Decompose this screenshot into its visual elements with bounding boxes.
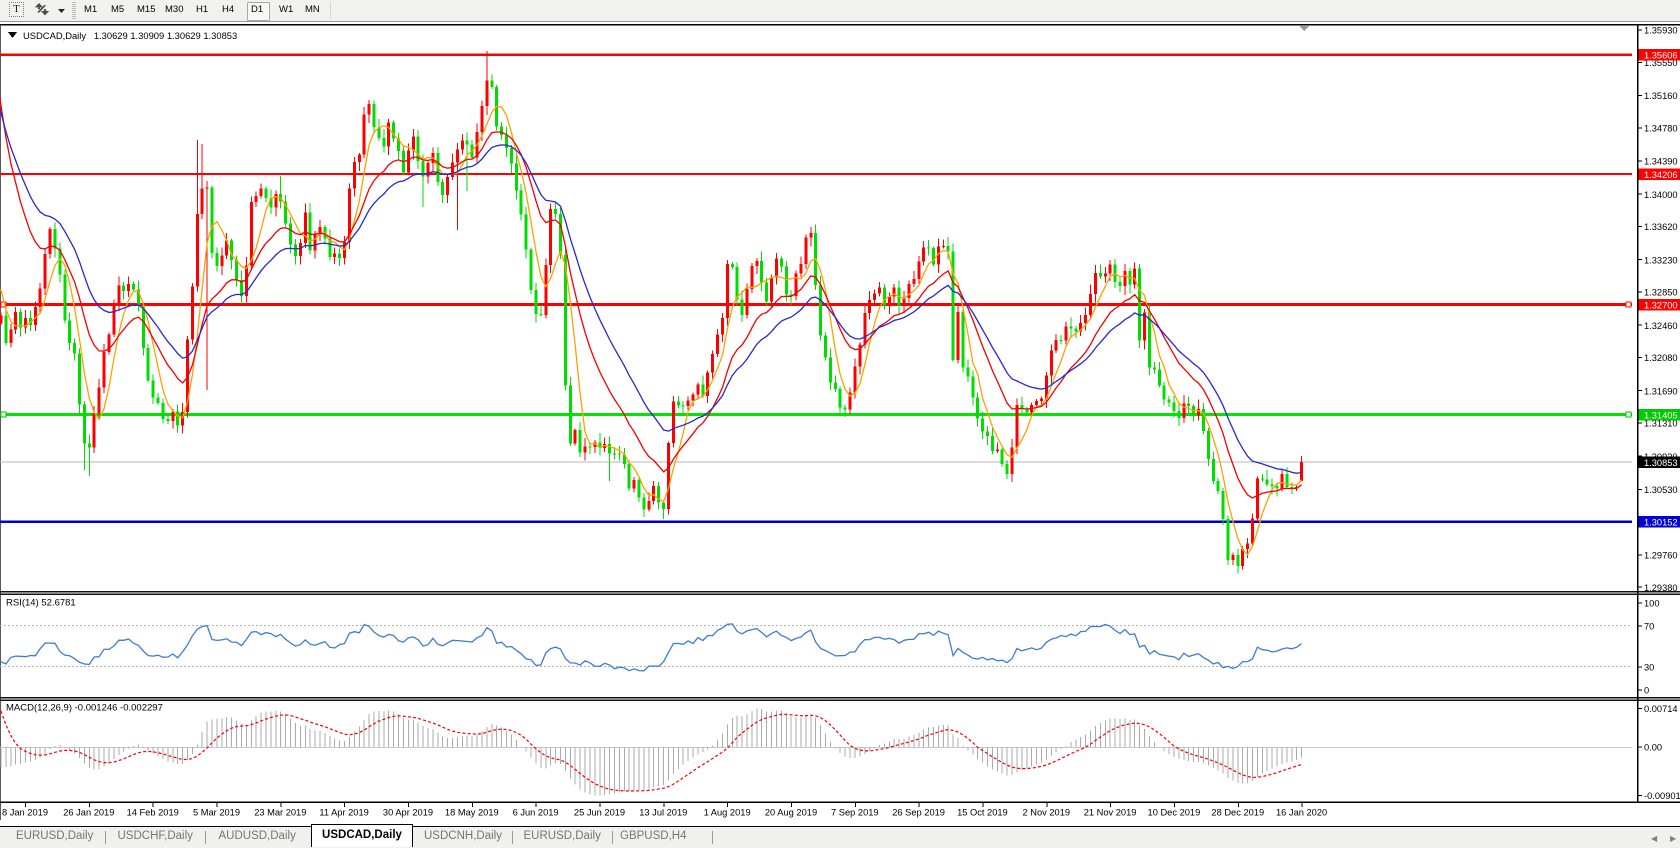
svg-text:10 Dec 2019: 10 Dec 2019 bbox=[1148, 808, 1201, 818]
svg-text:14 Feb 2019: 14 Feb 2019 bbox=[127, 808, 179, 818]
svg-text:1.32460: 1.32460 bbox=[1644, 321, 1678, 331]
svg-text:1.31690: 1.31690 bbox=[1644, 386, 1678, 396]
svg-text:1 Aug 2019: 1 Aug 2019 bbox=[704, 808, 751, 818]
svg-text:-0.0090150: -0.0090150 bbox=[1644, 791, 1680, 801]
svg-text:RSI(14) 52.6781: RSI(14) 52.6781 bbox=[6, 598, 76, 609]
svg-text:15 Oct 2019: 15 Oct 2019 bbox=[957, 808, 1008, 818]
svg-text:1.32850: 1.32850 bbox=[1644, 288, 1678, 298]
svg-text:1.34206: 1.34206 bbox=[1644, 170, 1678, 180]
svg-text:11 Apr 2019: 11 Apr 2019 bbox=[319, 808, 368, 818]
svg-text:1.30853: 1.30853 bbox=[1644, 458, 1678, 468]
svg-text:2 Nov 2019: 2 Nov 2019 bbox=[1023, 808, 1071, 818]
svg-text:21 Nov 2019: 21 Nov 2019 bbox=[1084, 808, 1137, 818]
svg-text:1.33230: 1.33230 bbox=[1644, 255, 1678, 265]
svg-text:0: 0 bbox=[1644, 686, 1649, 696]
svg-text:1.29380: 1.29380 bbox=[1644, 583, 1678, 593]
svg-text:1.31405: 1.31405 bbox=[1644, 410, 1678, 420]
svg-text:0.00714: 0.00714 bbox=[1644, 704, 1678, 714]
svg-text:26 Jan 2019: 26 Jan 2019 bbox=[63, 808, 114, 818]
svg-text:5 Mar 2019: 5 Mar 2019 bbox=[193, 808, 240, 818]
svg-text:1.31310: 1.31310 bbox=[1644, 419, 1678, 429]
svg-text:1.35930: 1.35930 bbox=[1644, 26, 1678, 36]
svg-text:13 Jul 2019: 13 Jul 2019 bbox=[639, 808, 687, 818]
svg-text:70: 70 bbox=[1644, 621, 1654, 631]
svg-text:28 Dec 2019: 28 Dec 2019 bbox=[1211, 808, 1264, 818]
svg-text:1.34390: 1.34390 bbox=[1644, 157, 1678, 167]
svg-text:1.33620: 1.33620 bbox=[1644, 222, 1678, 232]
svg-text:23 Mar 2019: 23 Mar 2019 bbox=[254, 808, 306, 818]
svg-text:1.30530: 1.30530 bbox=[1644, 485, 1678, 495]
svg-text:18 May 2019: 18 May 2019 bbox=[445, 808, 499, 818]
svg-text:1.30152: 1.30152 bbox=[1644, 517, 1678, 527]
svg-text:MACD(12,26,9) -0.001246 -0.002: MACD(12,26,9) -0.001246 -0.002297 bbox=[6, 703, 163, 714]
svg-text:1.32700: 1.32700 bbox=[1644, 300, 1678, 310]
svg-text:16 Jan 2020: 16 Jan 2020 bbox=[1276, 808, 1327, 818]
svg-text:20 Aug 2019: 20 Aug 2019 bbox=[765, 808, 817, 818]
svg-text:1.29760: 1.29760 bbox=[1644, 551, 1678, 561]
svg-text:25 Jun 2019: 25 Jun 2019 bbox=[574, 808, 625, 818]
svg-text:8 Jan 2019: 8 Jan 2019 bbox=[2, 808, 48, 818]
svg-text:1.35550: 1.35550 bbox=[1644, 58, 1678, 68]
svg-text:1.32080: 1.32080 bbox=[1644, 353, 1678, 363]
svg-text:30 Apr 2019: 30 Apr 2019 bbox=[383, 808, 433, 818]
svg-text:1.35606: 1.35606 bbox=[1644, 50, 1678, 60]
svg-text:1.34780: 1.34780 bbox=[1644, 123, 1678, 133]
svg-text:26 Sep 2019: 26 Sep 2019 bbox=[892, 808, 945, 818]
svg-text:0.00: 0.00 bbox=[1644, 743, 1662, 753]
svg-text:30: 30 bbox=[1644, 662, 1654, 672]
svg-text:6 Jun 2019: 6 Jun 2019 bbox=[513, 808, 559, 818]
svg-text:USDCAD,Daily 1.30629 1.30909: USDCAD,Daily 1.30629 1.30909 1.30629 1.3… bbox=[23, 30, 237, 41]
svg-text:7 Sep 2019: 7 Sep 2019 bbox=[831, 808, 879, 818]
svg-text:100: 100 bbox=[1644, 599, 1660, 609]
svg-text:1.34000: 1.34000 bbox=[1644, 190, 1678, 200]
svg-text:1.35160: 1.35160 bbox=[1644, 91, 1678, 101]
